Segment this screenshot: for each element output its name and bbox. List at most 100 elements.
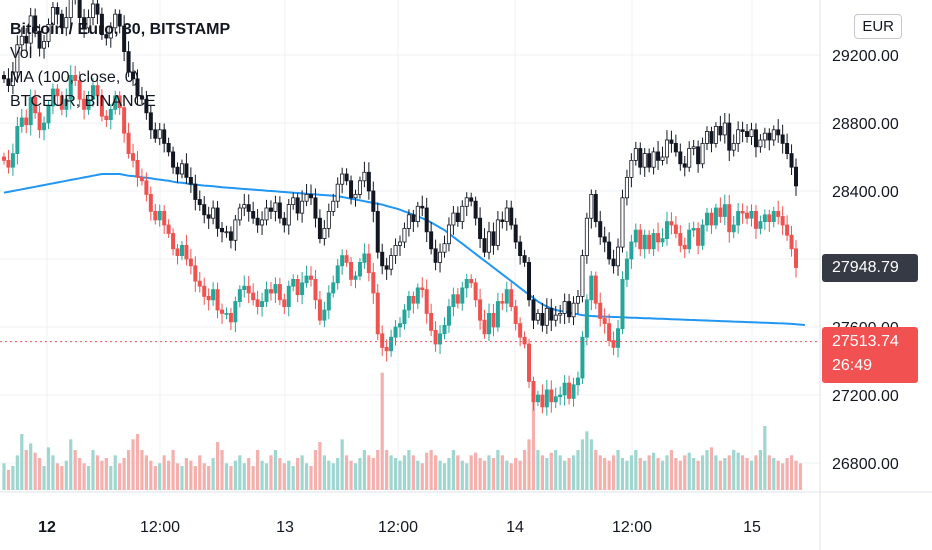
compare-candle-body: [171, 151, 176, 168]
main-candle-body: [99, 95, 104, 117]
volume-bar: [794, 460, 798, 490]
main-candle-body: [531, 380, 536, 403]
compare-candle-body: [193, 183, 198, 200]
main-candle-body: [309, 275, 314, 280]
currency-button[interactable]: EUR: [854, 14, 902, 39]
main-candle-body: [251, 292, 256, 301]
volume-bar: [353, 463, 358, 490]
volume-bar: [91, 450, 95, 490]
vol-indicator-label[interactable]: Vol: [10, 45, 33, 62]
main-candle-body: [696, 227, 701, 246]
volume-bar: [700, 455, 705, 490]
main-candle-body: [188, 258, 193, 267]
compare-candle-body: [113, 13, 118, 29]
compare-candle-body: [397, 241, 402, 246]
volume-bar: [86, 466, 91, 490]
compare-candle-body: [153, 129, 158, 139]
main-candle-body: [86, 98, 91, 110]
symbol-title[interactable]: Bitcoin / Euro, 30, BITSTAMP: [10, 21, 231, 38]
volume-bar: [184, 458, 189, 490]
compare-candle-body: [188, 176, 193, 185]
main-candle-body: [228, 312, 233, 323]
compare-candle-body: [415, 205, 420, 223]
volume-bar: [367, 455, 371, 490]
compare-candle-body: [295, 197, 300, 214]
volume-bar: [723, 458, 727, 490]
volume-bar: [304, 463, 309, 490]
compare-candle-body: [700, 142, 705, 165]
main-candle-body: [295, 278, 300, 296]
compare-candle-body: [59, 13, 64, 29]
main-candle-body: [736, 210, 741, 226]
volume-bar: [78, 458, 82, 490]
volume-bar: [389, 455, 393, 490]
compare-candle-body: [148, 112, 153, 131]
volume-bar: [460, 460, 464, 490]
ma-indicator-label[interactable]: MA (100, close, 0): [10, 69, 139, 86]
volume-bar: [122, 458, 126, 490]
compare-candle-body: [139, 95, 144, 100]
volume-bar: [652, 452, 656, 490]
main-candle-body: [633, 229, 638, 243]
main-candle-body: [406, 295, 411, 311]
compare-candle-body: [224, 231, 229, 234]
compare-candle-body: [433, 248, 438, 263]
volume-bar: [322, 455, 326, 490]
compare-candle-body: [758, 139, 763, 148]
volume-bar: [603, 458, 607, 490]
volume-bar: [571, 455, 576, 490]
compare-candle-body: [771, 129, 776, 141]
volume-bar: [438, 460, 442, 490]
main-candle-body: [602, 318, 607, 324]
compare-candle-body: [629, 159, 634, 178]
volume-bar: [638, 458, 642, 490]
compare-candle-body: [713, 126, 718, 144]
volume-bar: [767, 455, 771, 490]
main-candle-body: [237, 289, 242, 302]
main-candle-body: [482, 319, 487, 335]
volume-bar: [336, 458, 340, 490]
main-candle-body: [776, 210, 781, 217]
volume-bar: [109, 466, 113, 490]
compare-symbol-label[interactable]: BTCEUR, BINANCE: [10, 93, 156, 110]
volume-bar: [189, 460, 193, 490]
volume-bar: [193, 466, 197, 490]
volume-bar: [291, 466, 295, 490]
volume-bar: [442, 463, 447, 490]
main-candle-body: [104, 115, 109, 120]
compare-candle-body: [736, 129, 741, 144]
compare-candle-body: [562, 301, 567, 314]
main-candle-body: [420, 287, 425, 290]
volume-bar: [313, 450, 318, 490]
compare-candle-body: [602, 236, 607, 243]
compare-candle-body: [242, 204, 247, 209]
main-candle-body: [424, 289, 429, 314]
main-candle-body: [780, 216, 785, 226]
main-candle-body: [246, 285, 251, 294]
main-candle-body: [135, 159, 140, 178]
compare-candle-body: [558, 312, 563, 316]
compare-candle-body: [584, 217, 589, 256]
main-candle-body: [42, 122, 47, 131]
main-candle-body: [722, 204, 727, 217]
main-candle-body: [718, 207, 723, 217]
main-candle-body: [616, 328, 621, 348]
main-candle-body: [611, 340, 616, 348]
main-candle-body: [331, 282, 336, 294]
compare-candle-body: [6, 78, 11, 87]
main-candle-body: [522, 336, 527, 345]
compare-candle-body: [366, 171, 371, 192]
volume-bar: [180, 466, 184, 490]
compare-candle-body: [500, 219, 505, 222]
compare-candle-body: [322, 227, 327, 239]
compare-candle-body: [104, 34, 109, 39]
volume-bar: [745, 458, 749, 490]
x-tick-label: 12:00: [612, 519, 652, 536]
main-candle-body: [589, 275, 594, 301]
main-candle-body: [460, 287, 465, 304]
compare-candle-body: [309, 193, 314, 199]
candles-layer: [2, 65, 799, 416]
main-candle-body: [366, 253, 371, 273]
volume-bar: [29, 443, 33, 490]
